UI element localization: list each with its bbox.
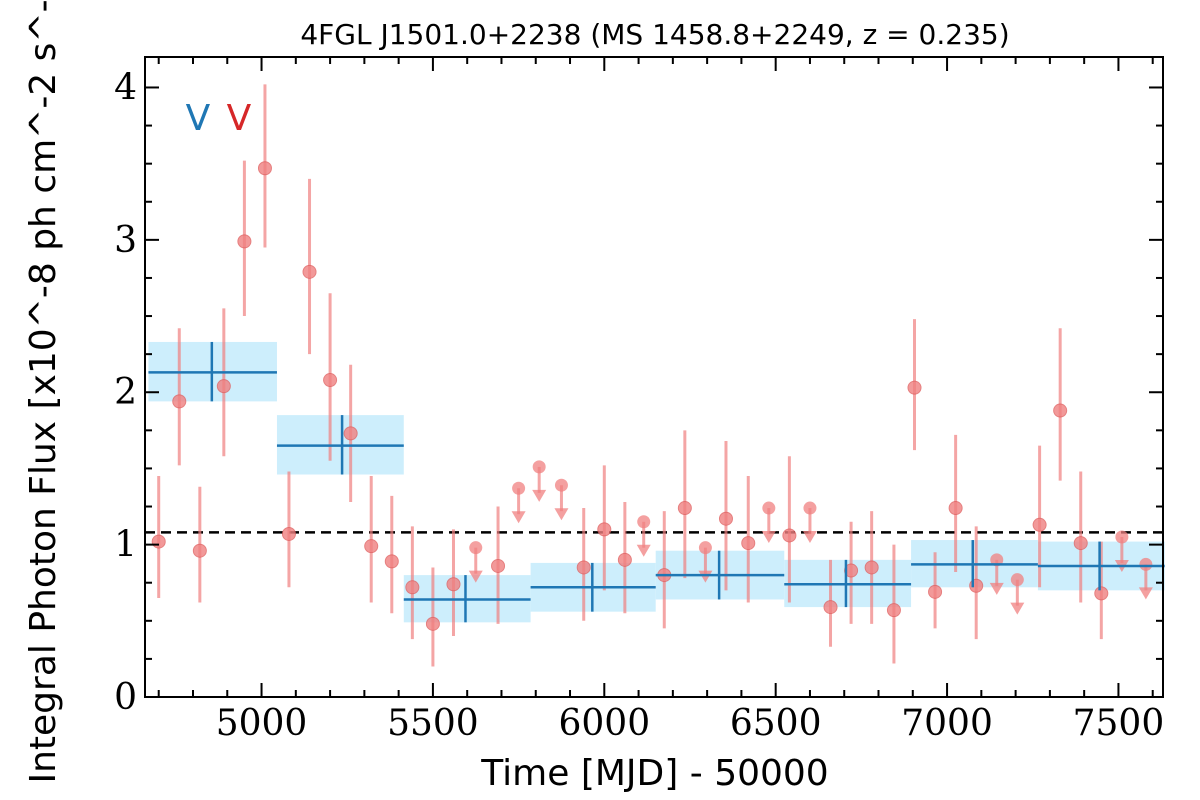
chart-title: 4FGL J1501.0+2238 (MS 1458.8+2249, z = 0…	[300, 18, 1009, 51]
y-tick-label-4: 4	[114, 67, 137, 108]
short-bin-point-2	[192, 543, 207, 558]
plot-frame	[144, 56, 1164, 698]
short-bin-point-1	[172, 394, 187, 409]
upper-limit-point-47	[1139, 557, 1153, 571]
short-bin-point-6	[281, 526, 296, 541]
upper-limit-point-31	[803, 501, 817, 515]
short-bin-point-20	[576, 560, 591, 575]
short-bin-point-42	[1032, 517, 1047, 532]
short-bin-point-21	[597, 522, 612, 537]
y-tick-label-0: 0	[114, 677, 137, 718]
upper-limit-arrow-26	[698, 570, 713, 583]
v-marker-1: V	[227, 98, 252, 139]
upper-limit-point-19	[554, 478, 568, 492]
upper-limit-point-15	[469, 541, 483, 555]
upper-limit-arrow-17	[511, 511, 526, 524]
short-bin-point-35	[886, 603, 901, 618]
short-bin-point-30	[782, 528, 797, 543]
upper-limit-point-17	[512, 481, 526, 495]
y-tick-label-3: 3	[114, 220, 137, 261]
upper-limit-arrow-19	[554, 508, 569, 521]
y-axis-label: Integral Photon Flux [x10^-8 ph cm^-2 s^…	[23, 0, 64, 784]
short-bin-point-43	[1053, 403, 1068, 418]
short-bin-point-5	[257, 161, 272, 176]
x-tick-label-0: 5000	[216, 703, 308, 744]
x-tick-label-1: 5500	[387, 703, 479, 744]
x-axis-label: Time [MJD] - 50000	[480, 753, 828, 794]
short-bin-point-16	[491, 558, 506, 573]
x-tick-label-3: 6500	[730, 703, 822, 744]
upper-limit-arrow-29	[761, 531, 776, 544]
short-bin-point-11	[384, 554, 399, 569]
upper-limit-arrow-40	[989, 582, 1004, 595]
upper-limit-arrow-18	[532, 489, 547, 502]
upper-limit-point-40	[990, 553, 1004, 567]
x-tick-label-5: 7500	[1073, 703, 1165, 744]
short-bin-point-14	[446, 577, 461, 592]
y-tick-label-1: 1	[114, 525, 137, 566]
upper-limit-arrow-23	[636, 544, 651, 557]
short-bin-point-32	[823, 600, 838, 615]
upper-limit-point-46	[1115, 530, 1129, 544]
short-bin-point-0	[151, 534, 166, 549]
upper-limit-point-18	[532, 460, 546, 474]
short-bin-point-44	[1073, 536, 1088, 551]
short-bin-point-45	[1094, 586, 1109, 601]
short-bin-point-12	[405, 580, 420, 595]
short-bin-point-25	[677, 501, 692, 516]
short-bin-point-38	[948, 501, 963, 516]
upper-limit-arrow-47	[1138, 587, 1153, 600]
y-tick-label-2: 2	[114, 372, 137, 413]
short-bin-point-22	[617, 552, 632, 567]
short-bin-point-37	[928, 584, 943, 599]
x-tick-label-2: 6000	[558, 703, 650, 744]
upper-limit-point-26	[698, 541, 712, 555]
plot-area: V V 5000 5500 6000 6500 7000 7500 0 1 2 3 4	[114, 56, 1165, 744]
upper-limit-point-41	[1010, 573, 1024, 587]
short-bin-point-8	[323, 373, 338, 388]
short-bin-point-34	[864, 560, 879, 575]
short-bin-point-33	[844, 563, 859, 578]
short-bin-point-27	[718, 511, 733, 526]
short-bin-point-9	[343, 426, 358, 441]
upper-limit-arrow-41	[1010, 602, 1025, 615]
short-bin-point-4	[237, 234, 252, 249]
v-marker-0: V	[186, 98, 211, 139]
upper-limit-arrow-31	[802, 531, 817, 544]
short-bin-point-13	[425, 616, 440, 631]
short-bin-point-10	[364, 539, 379, 554]
upper-limit-arrow-15	[468, 570, 483, 583]
short-bin-point-28	[741, 536, 756, 551]
short-bin-point-7	[302, 264, 317, 279]
short-bin-point-36	[907, 380, 922, 395]
upper-limit-point-23	[637, 515, 651, 529]
short-bin-point-3	[216, 379, 231, 394]
x-tick-label-4: 7000	[901, 703, 993, 744]
upper-limit-point-29	[762, 501, 776, 515]
